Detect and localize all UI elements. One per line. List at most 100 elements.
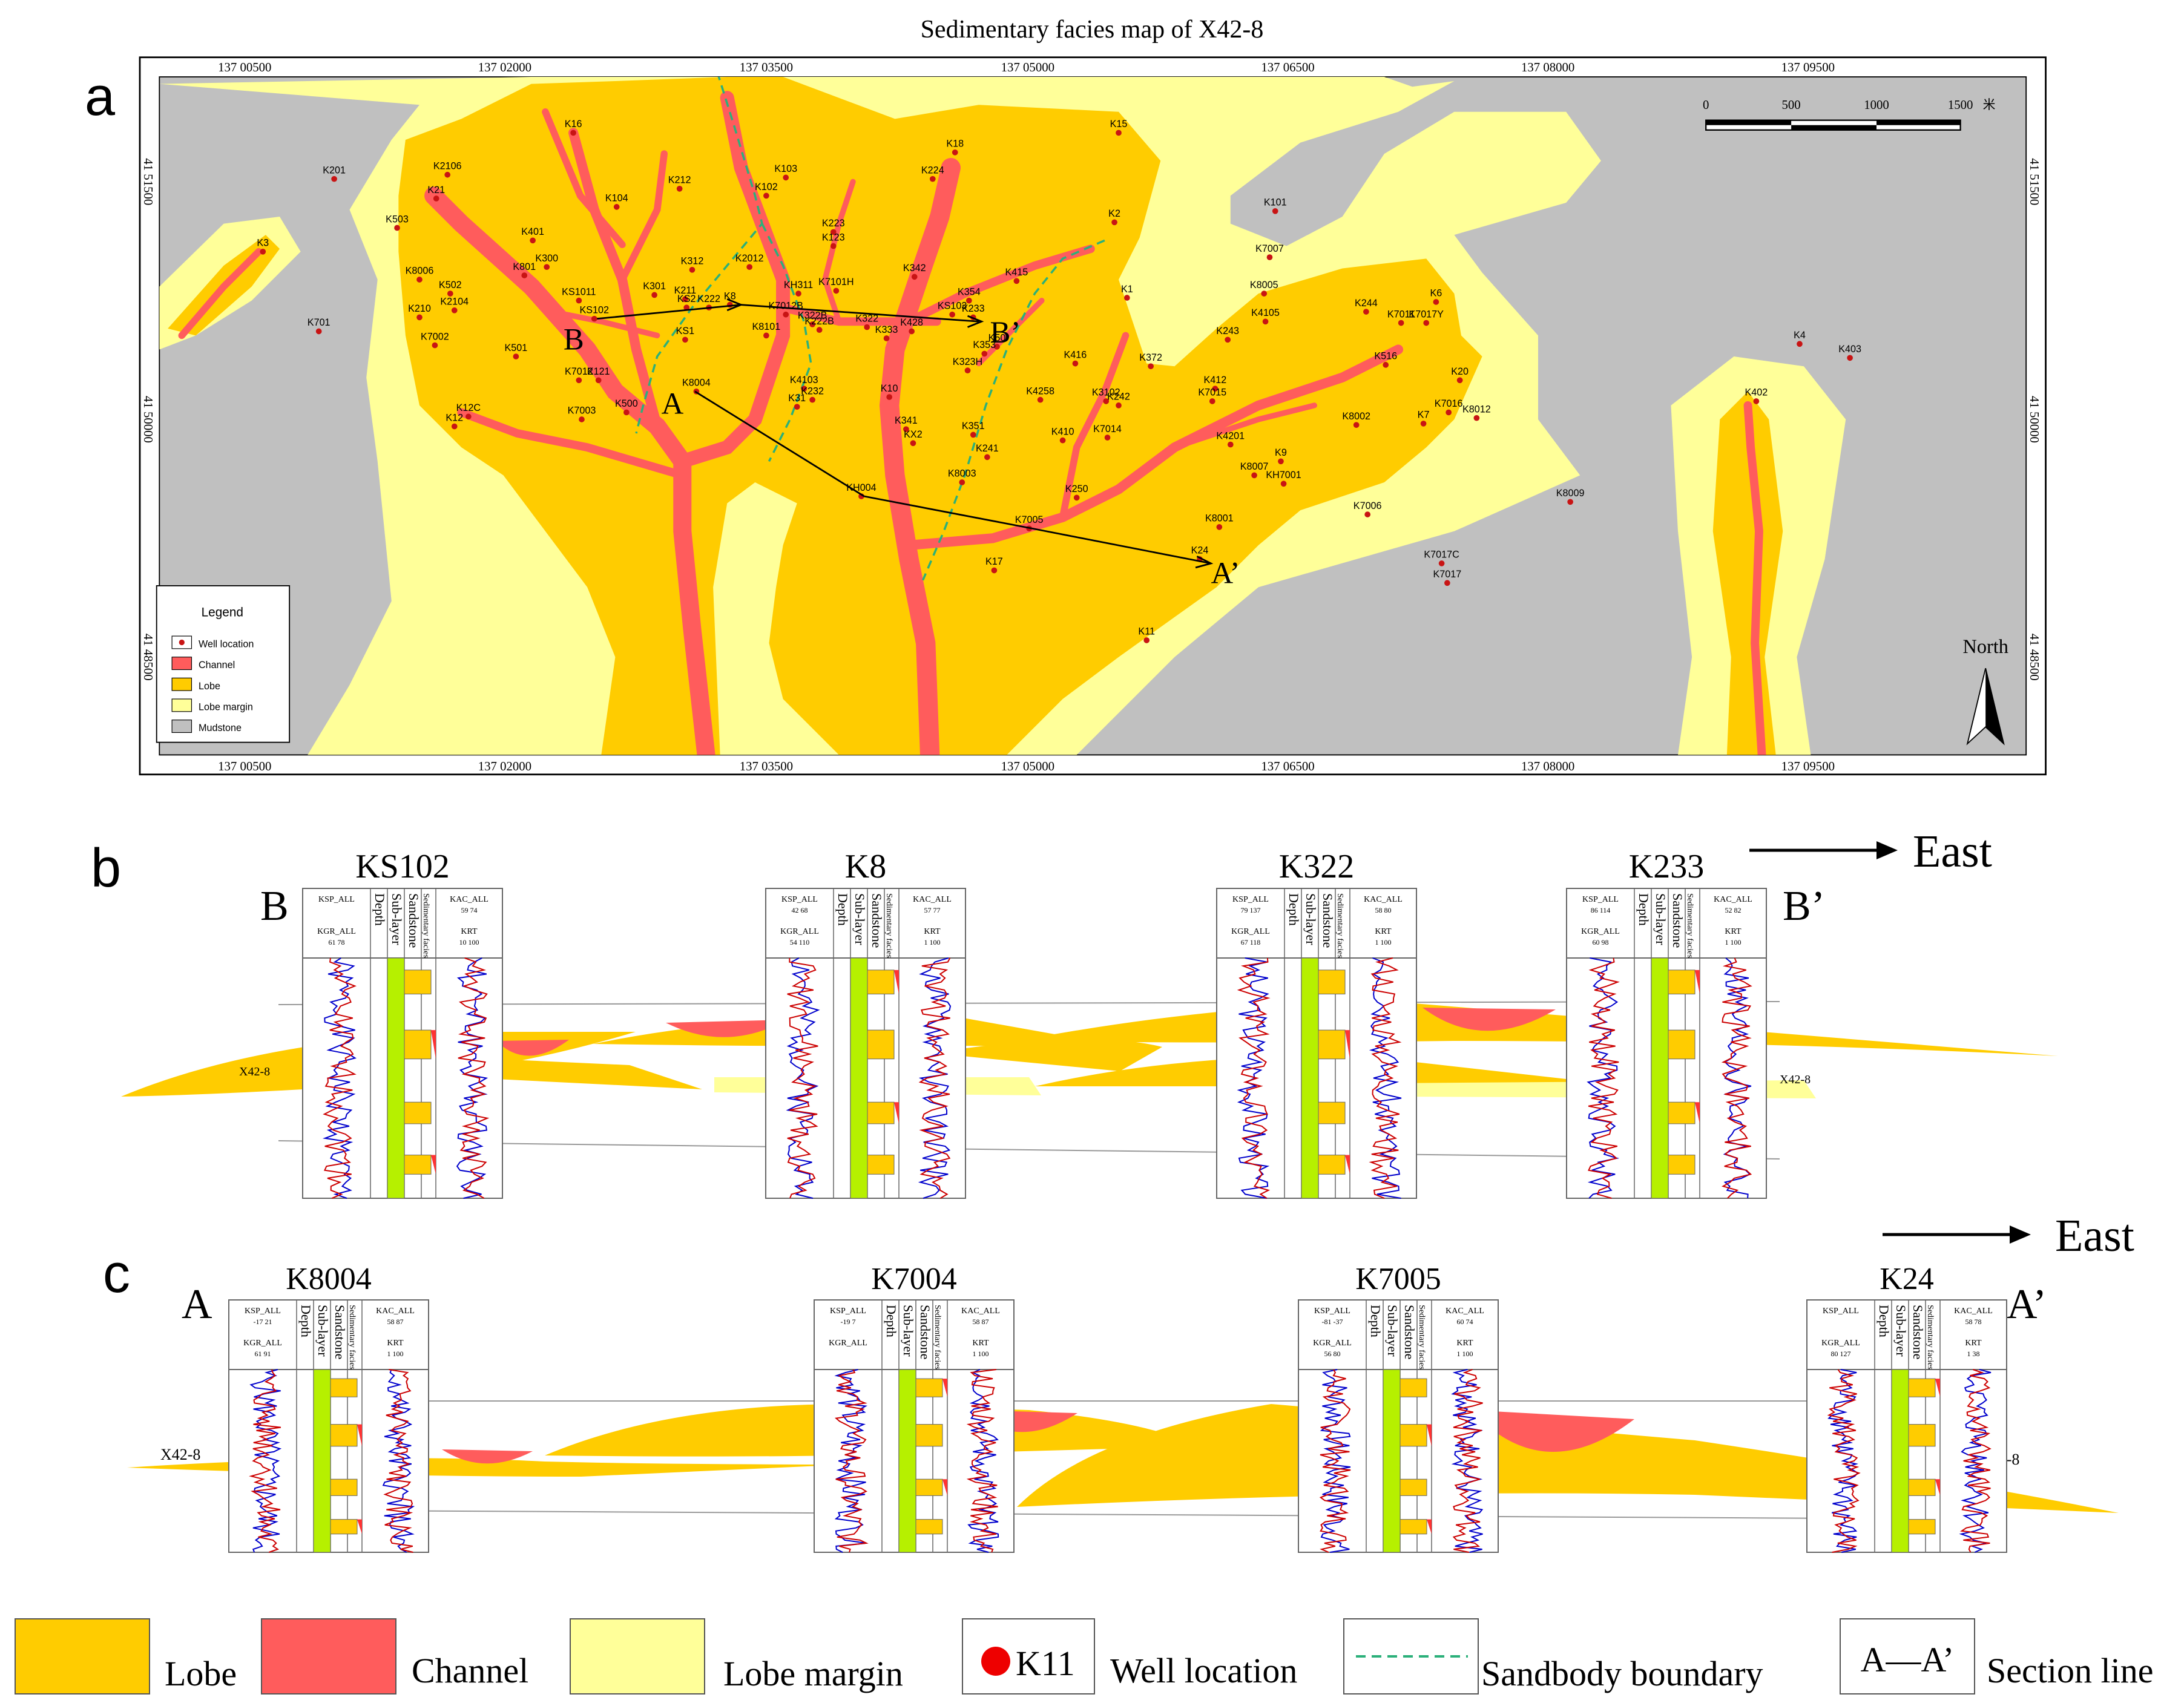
- well-dot: [964, 367, 971, 374]
- section-lines: [597, 298, 1214, 569]
- well-dot: [1059, 437, 1066, 444]
- well-label: K8: [724, 290, 736, 301]
- svg-text:KRT: KRT: [924, 927, 941, 936]
- facies-map: K201K3K701K16K2106K21K503K401K300K801K80…: [139, 56, 2047, 776]
- well-K7015: K7015: [1198, 387, 1226, 404]
- well-dot: [830, 229, 837, 235]
- well-label: K211: [674, 285, 697, 296]
- svg-text:KAC_ALL: KAC_ALL: [376, 1307, 415, 1316]
- well-K401: K401: [521, 226, 544, 244]
- well-KS2: KS2: [677, 294, 696, 311]
- svg-text:KSP_ALL: KSP_ALL: [245, 1307, 281, 1316]
- svg-text:KSP_ALL: KSP_ALL: [1314, 1307, 1350, 1316]
- coord-labels: 137 00500 137 00500 137 02000 137 02000 137 …: [141, 61, 2041, 773]
- well-label: K323H: [953, 356, 982, 367]
- well-dot: [1847, 355, 1853, 361]
- well-label: K428: [900, 317, 923, 328]
- well-label: K7002: [421, 331, 449, 342]
- well-label: K7006: [1353, 500, 1382, 511]
- well-K7012: K7012: [565, 366, 593, 384]
- well-dot: [1116, 402, 1122, 408]
- svg-text:Sedimentary facies: Sedimentary facies: [421, 893, 430, 958]
- well-label: K402: [1745, 387, 1768, 398]
- svg-text:1 100: 1 100: [1375, 938, 1392, 947]
- svg-text:86 114: 86 114: [1591, 906, 1611, 914]
- well-dot: [1261, 290, 1268, 297]
- north-arrow: North: [1962, 635, 2008, 746]
- well-dot: [682, 336, 688, 343]
- well-K123: K123: [822, 232, 845, 249]
- well-K210: K210: [408, 303, 431, 321]
- well-dot: [903, 426, 909, 433]
- svg-text:KGR_ALL: KGR_ALL: [1581, 927, 1620, 936]
- well-K7011: K7011: [1387, 309, 1415, 326]
- well-dot: [952, 149, 958, 156]
- well-label: K4258: [1026, 385, 1054, 396]
- well-K2012: K2012: [735, 253, 764, 271]
- well-label: K501: [505, 343, 528, 353]
- svg-text:Sandstone: Sandstone: [1320, 893, 1335, 948]
- well-dot: [1567, 499, 1573, 505]
- panel-label-b: b: [91, 838, 121, 899]
- legend-well-sample: K11: [1016, 1644, 1075, 1683]
- well-K7017C: K7017C: [1424, 550, 1459, 566]
- well-dot: [1278, 458, 1284, 465]
- well-K501: K501: [505, 343, 528, 359]
- well-dot: [794, 404, 800, 410]
- svg-text:Sandstone: Sandstone: [1910, 1305, 1926, 1359]
- coord-x-top-6: 137 09500: [1781, 61, 1835, 74]
- well-K7017Y: K7017Y: [1409, 309, 1444, 326]
- svg-text:Sandstone: Sandstone: [332, 1305, 347, 1359]
- well-label: K242: [1107, 392, 1130, 402]
- well-K333: K333: [875, 324, 898, 341]
- well-label: KH311: [784, 280, 813, 290]
- svg-text:Lobe: Lobe: [199, 681, 220, 692]
- lobe-area: [398, 77, 1482, 755]
- svg-text:Depth: Depth: [372, 893, 387, 926]
- well-dot: [1116, 130, 1122, 136]
- well-K20: K20: [1451, 366, 1469, 384]
- well-label: K20: [1451, 366, 1469, 377]
- well-label: K250: [1065, 484, 1088, 494]
- well-dot: [1072, 360, 1079, 367]
- svg-text:Sub-layer: Sub-layer: [1653, 893, 1668, 945]
- well-K7006: K7006: [1353, 500, 1382, 517]
- svg-text:Sandstone: Sandstone: [1402, 1305, 1417, 1359]
- well-label: K8003: [948, 468, 976, 479]
- well-K31: K31: [788, 393, 806, 410]
- well-K7017: K7017: [1433, 569, 1461, 586]
- svg-text:58 78: 58 78: [1965, 1317, 1982, 1326]
- well-K243: K243: [1216, 326, 1239, 343]
- well-K7016: K7016: [1435, 398, 1463, 416]
- well-label: K17: [985, 556, 1003, 567]
- section-a-start-label: A: [182, 1281, 212, 1328]
- well-dot: [465, 413, 472, 420]
- legend-well-label: Well location: [1110, 1651, 1297, 1690]
- well-K6: K6: [1430, 288, 1442, 305]
- well-dot: [451, 307, 458, 313]
- svg-text:Depth: Depth: [1286, 893, 1301, 926]
- well-dot: [444, 171, 451, 178]
- log-well-K7005: K7005 KSP_ALL-81 -37 KGR_ALL 56 80 KAC_ALL60…: [1298, 1262, 1499, 1553]
- panel-label-a: a: [85, 67, 116, 127]
- well-dot: [595, 377, 602, 384]
- well-label: KX2: [904, 429, 923, 440]
- well-dot: [1423, 320, 1430, 326]
- section-label-b-end: B’: [990, 315, 1021, 349]
- well-label: K7101H: [818, 277, 854, 287]
- well-dot: [910, 440, 916, 447]
- well-label: K232: [801, 385, 824, 396]
- well-dot: [949, 311, 955, 318]
- well-label: K121: [587, 366, 610, 377]
- legend-section-swatch: [1840, 1618, 1975, 1695]
- well-K402: K402: [1745, 387, 1768, 404]
- well-label: K222B: [804, 316, 834, 327]
- well-K4105: K4105: [1251, 307, 1280, 325]
- coord-x-top-5: 137 08000: [1521, 61, 1574, 74]
- coord-x-bottom-1: 137 02000: [478, 759, 531, 773]
- svg-text:Sub-layer: Sub-layer: [901, 1305, 916, 1357]
- well-dot: [315, 328, 322, 335]
- well-K7: K7: [1418, 410, 1429, 427]
- svg-text:1 100: 1 100: [387, 1350, 404, 1358]
- well-label: K21: [427, 185, 445, 195]
